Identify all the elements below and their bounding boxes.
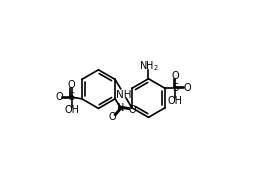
Text: O: O <box>55 92 63 102</box>
Text: N: N <box>117 103 124 113</box>
Text: O: O <box>184 83 191 93</box>
Text: OH: OH <box>64 105 79 115</box>
Text: S: S <box>68 92 75 102</box>
Text: OH: OH <box>168 96 183 106</box>
Text: S: S <box>172 83 178 93</box>
Text: NH$_2$: NH$_2$ <box>139 59 158 73</box>
Text: O: O <box>129 105 136 115</box>
Text: NH: NH <box>116 90 131 100</box>
Text: O: O <box>171 71 179 81</box>
Text: O: O <box>109 112 116 122</box>
Text: O: O <box>68 80 75 90</box>
